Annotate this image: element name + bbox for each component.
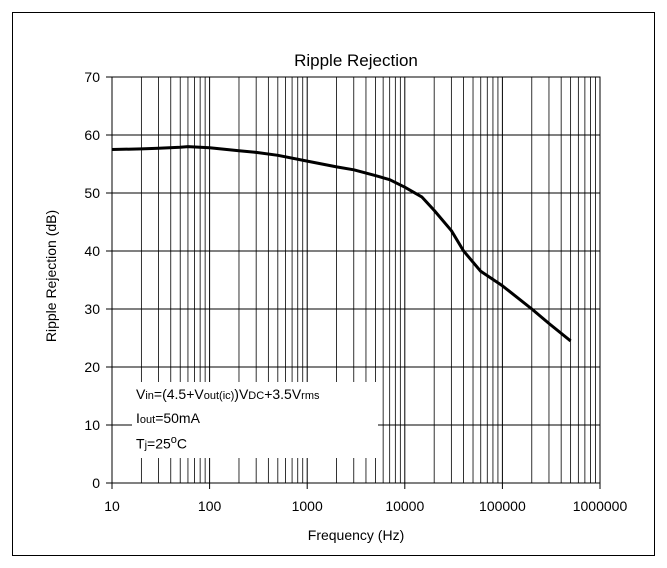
plot-border: [111, 76, 601, 484]
condition-vin: Vin=(4.5+Vout(ic))VDC+3.5Vrms: [136, 386, 320, 402]
y-tick-label: 30: [84, 301, 100, 317]
condition-tj: Tj=25oC: [136, 434, 188, 452]
x-tick-label: 1000000: [573, 498, 628, 514]
x-tick-label: 10: [104, 498, 120, 514]
y-tick-label: 20: [84, 359, 100, 375]
chart-title: Ripple Rejection: [294, 51, 418, 70]
y-tick-label: 40: [84, 243, 100, 259]
x-tick-label: 100: [198, 498, 222, 514]
y-axis-label: Ripple Rejection (dB): [43, 210, 59, 342]
condition-iout: Iout=50mA: [136, 410, 200, 426]
x-tick-label: 10000: [385, 498, 424, 514]
chart-frame: [12, 12, 655, 556]
y-tick-label: 50: [84, 185, 100, 201]
series-line: [111, 145, 572, 343]
x-tick-label: 1000: [292, 498, 323, 514]
y-tick-label: 70: [84, 69, 100, 85]
x-axis-label: Frequency (Hz): [308, 527, 404, 543]
y-tick-label: 10: [84, 417, 100, 433]
test-conditions-annotation: Vin=(4.5+Vout(ic))VDC+3.5Vrms Iout=50mA …: [132, 382, 378, 458]
y-tick-label: 60: [84, 127, 100, 143]
x-tick-label: 100000: [479, 498, 526, 514]
y-tick-label: 0: [92, 475, 100, 491]
